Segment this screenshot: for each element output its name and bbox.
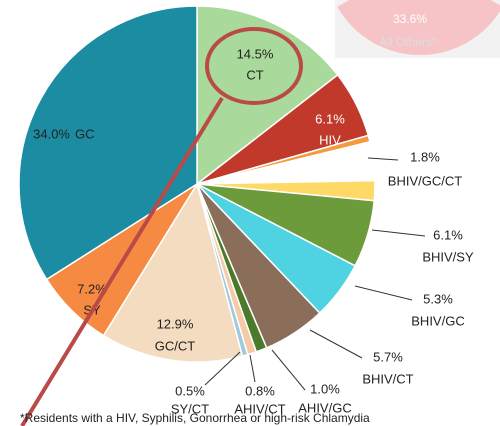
value-label: 5.7% xyxy=(373,349,403,364)
value-label: 0.5% xyxy=(175,383,205,398)
annotation-circle xyxy=(205,27,303,105)
pie-slice xyxy=(196,5,339,186)
value-label: 34.0% xyxy=(33,126,70,141)
annotation-line xyxy=(20,96,224,426)
leader-line xyxy=(271,349,306,391)
category-label: HIV xyxy=(319,132,341,147)
footnote: *Residents with a HIV, Syphilis, Gonorrh… xyxy=(20,411,370,425)
value-label: 1.0% xyxy=(310,381,340,396)
category-label: GC xyxy=(75,126,95,141)
leader-line xyxy=(354,285,413,301)
leader-line xyxy=(367,157,399,161)
category-label: AHIV/CT xyxy=(234,401,285,416)
value-label: 1.8% xyxy=(410,149,440,164)
category-label: BHIV/CT xyxy=(362,371,413,386)
category-label: AHIV/GC xyxy=(298,400,351,415)
value-label: 0.8% xyxy=(245,383,275,398)
category-label: GC/CT xyxy=(155,338,196,353)
category-label: CT xyxy=(246,67,263,82)
inset-wedge xyxy=(337,0,500,55)
inset-value: 33.6% xyxy=(393,12,427,26)
value-label: 14.5% xyxy=(237,46,274,61)
leader-line xyxy=(309,329,363,359)
category-label: SY/CT xyxy=(171,401,209,416)
value-label: 7.2% xyxy=(77,281,107,296)
category-label: BHIV/SY xyxy=(422,249,474,264)
inset-label: All Others* xyxy=(379,35,437,49)
leader-line xyxy=(371,229,426,237)
leader-line xyxy=(249,354,256,383)
category-label: BHIV/GC/CT xyxy=(388,173,462,188)
value-label: 5.3% xyxy=(423,291,453,306)
category-label: BHIV/GC xyxy=(411,313,464,328)
value-label: 6.1% xyxy=(433,227,463,242)
leader-line xyxy=(204,351,241,386)
value-label: 12.9% xyxy=(157,316,194,331)
value-label: 6.1% xyxy=(315,111,345,126)
